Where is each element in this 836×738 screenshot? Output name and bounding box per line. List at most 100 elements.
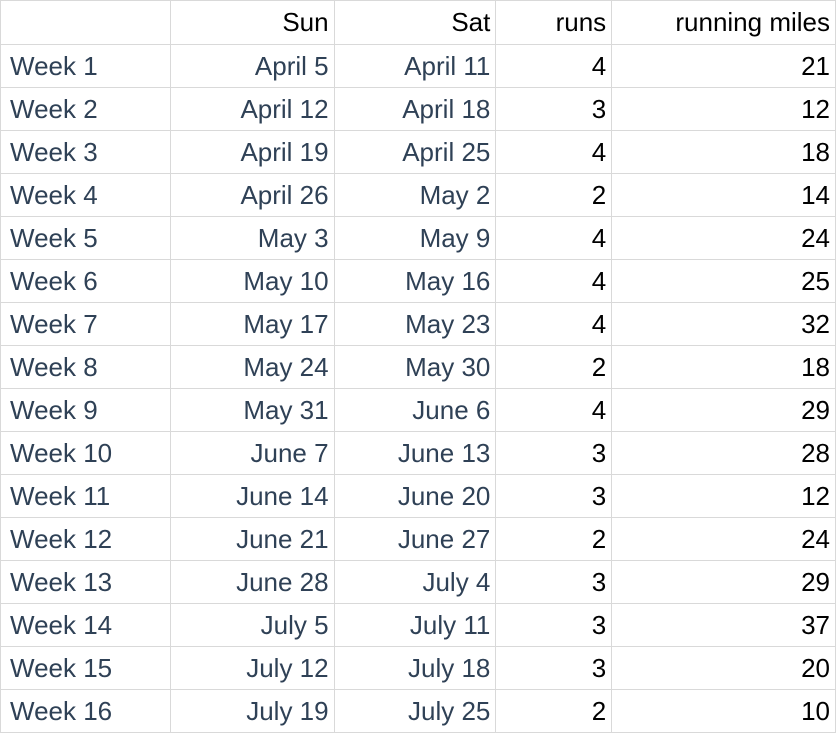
sun-date-cell[interactable]: April 5	[169, 44, 335, 88]
week-cell[interactable]: Week 11	[0, 474, 171, 518]
runs-cell[interactable]: 2	[495, 173, 613, 217]
sat-date-cell[interactable]: May 30	[333, 345, 497, 389]
sat-date-cell[interactable]: May 9	[333, 216, 497, 260]
sun-date-cell[interactable]: July 12	[169, 646, 335, 690]
sat-date-cell[interactable]: May 2	[333, 173, 497, 217]
running-miles-cell[interactable]: 12	[611, 474, 836, 518]
header-cell-running-miles[interactable]: running miles	[611, 0, 836, 45]
sun-date-cell[interactable]: July 19	[169, 689, 335, 733]
sun-date-cell[interactable]: May 24	[169, 345, 335, 389]
running-miles-cell[interactable]: 18	[611, 130, 836, 174]
sat-date-cell[interactable]: July 25	[333, 689, 497, 733]
runs-cell[interactable]: 2	[495, 345, 613, 389]
sat-date-cell[interactable]: June 27	[333, 517, 497, 561]
week-cell[interactable]: Week 9	[0, 388, 171, 432]
runs-cell[interactable]: 3	[495, 603, 613, 647]
table-row: Week 15 July 12 July 18 3 20	[0, 646, 836, 690]
sat-date-cell[interactable]: April 11	[333, 44, 497, 88]
sat-date-cell[interactable]: July 18	[333, 646, 497, 690]
running-miles-cell[interactable]: 18	[611, 345, 836, 389]
header-row: Sun Sat runs running miles	[0, 0, 836, 45]
running-miles-cell[interactable]: 28	[611, 431, 836, 475]
running-miles-cell[interactable]: 37	[611, 603, 836, 647]
runs-cell[interactable]: 4	[495, 216, 613, 260]
week-cell[interactable]: Week 3	[0, 130, 171, 174]
table-row: Week 16 July 19 July 25 2 10	[0, 689, 836, 733]
week-cell[interactable]: Week 10	[0, 431, 171, 475]
sun-date-cell[interactable]: May 17	[169, 302, 335, 346]
running-miles-cell[interactable]: 21	[611, 44, 836, 88]
week-cell[interactable]: Week 12	[0, 517, 171, 561]
running-miles-cell[interactable]: 12	[611, 87, 836, 131]
sun-date-cell[interactable]: May 10	[169, 259, 335, 303]
sun-date-cell[interactable]: April 26	[169, 173, 335, 217]
running-miles-cell[interactable]: 29	[611, 560, 836, 604]
sun-date-cell[interactable]: June 21	[169, 517, 335, 561]
header-cell-sun[interactable]: Sun	[169, 0, 335, 45]
sun-date-cell[interactable]: April 12	[169, 87, 335, 131]
running-miles-cell[interactable]: 20	[611, 646, 836, 690]
week-cell[interactable]: Week 7	[0, 302, 171, 346]
week-cell[interactable]: Week 16	[0, 689, 171, 733]
sat-date-cell[interactable]: May 23	[333, 302, 497, 346]
running-miles-cell[interactable]: 24	[611, 216, 836, 260]
sat-date-cell[interactable]: July 4	[333, 560, 497, 604]
runs-cell[interactable]: 4	[495, 388, 613, 432]
table-row: Week 2 April 12 April 18 3 12	[0, 87, 836, 131]
runs-cell[interactable]: 2	[495, 689, 613, 733]
table-row: Week 14 July 5 July 11 3 37	[0, 603, 836, 647]
header-cell-corner[interactable]	[0, 0, 171, 45]
week-cell[interactable]: Week 4	[0, 173, 171, 217]
week-cell[interactable]: Week 2	[0, 87, 171, 131]
running-miles-cell[interactable]: 29	[611, 388, 836, 432]
header-cell-runs[interactable]: runs	[495, 0, 613, 45]
week-cell[interactable]: Week 5	[0, 216, 171, 260]
runs-cell[interactable]: 3	[495, 87, 613, 131]
table-row: Week 6 May 10 May 16 4 25	[0, 259, 836, 303]
running-miles-cell[interactable]: 14	[611, 173, 836, 217]
runs-cell[interactable]: 3	[495, 560, 613, 604]
week-cell[interactable]: Week 6	[0, 259, 171, 303]
runs-cell[interactable]: 3	[495, 474, 613, 518]
sat-date-cell[interactable]: April 18	[333, 87, 497, 131]
runs-cell[interactable]: 3	[495, 431, 613, 475]
sun-date-cell[interactable]: June 14	[169, 474, 335, 518]
runs-cell[interactable]: 2	[495, 517, 613, 561]
sat-date-cell[interactable]: April 25	[333, 130, 497, 174]
sat-date-cell[interactable]: July 11	[333, 603, 497, 647]
table-row: Week 10 June 7 June 13 3 28	[0, 431, 836, 475]
sun-date-cell[interactable]: July 5	[169, 603, 335, 647]
table-row: Week 7 May 17 May 23 4 32	[0, 302, 836, 346]
sun-date-cell[interactable]: May 31	[169, 388, 335, 432]
runs-cell[interactable]: 4	[495, 130, 613, 174]
table-row: Week 4 April 26 May 2 2 14	[0, 173, 836, 217]
table-row: Week 11 June 14 June 20 3 12	[0, 474, 836, 518]
table-row: Week 8 May 24 May 30 2 18	[0, 345, 836, 389]
sun-date-cell[interactable]: April 19	[169, 130, 335, 174]
table-row: Week 1 April 5 April 11 4 21	[0, 44, 836, 88]
sat-date-cell[interactable]: June 20	[333, 474, 497, 518]
header-cell-sat[interactable]: Sat	[333, 0, 497, 45]
runs-cell[interactable]: 4	[495, 259, 613, 303]
week-cell[interactable]: Week 14	[0, 603, 171, 647]
running-miles-cell[interactable]: 10	[611, 689, 836, 733]
running-miles-cell[interactable]: 32	[611, 302, 836, 346]
sat-date-cell[interactable]: June 13	[333, 431, 497, 475]
table-row: Week 5 May 3 May 9 4 24	[0, 216, 836, 260]
sat-date-cell[interactable]: June 6	[333, 388, 497, 432]
sun-date-cell[interactable]: June 7	[169, 431, 335, 475]
week-cell[interactable]: Week 13	[0, 560, 171, 604]
running-miles-cell[interactable]: 25	[611, 259, 836, 303]
runs-cell[interactable]: 4	[495, 44, 613, 88]
week-cell[interactable]: Week 15	[0, 646, 171, 690]
week-cell[interactable]: Week 8	[0, 345, 171, 389]
runs-cell[interactable]: 4	[495, 302, 613, 346]
running-miles-cell[interactable]: 24	[611, 517, 836, 561]
sat-date-cell[interactable]: May 16	[333, 259, 497, 303]
sun-date-cell[interactable]: May 3	[169, 216, 335, 260]
week-cell[interactable]: Week 1	[0, 44, 171, 88]
runs-cell[interactable]: 3	[495, 646, 613, 690]
sun-date-cell[interactable]: June 28	[169, 560, 335, 604]
